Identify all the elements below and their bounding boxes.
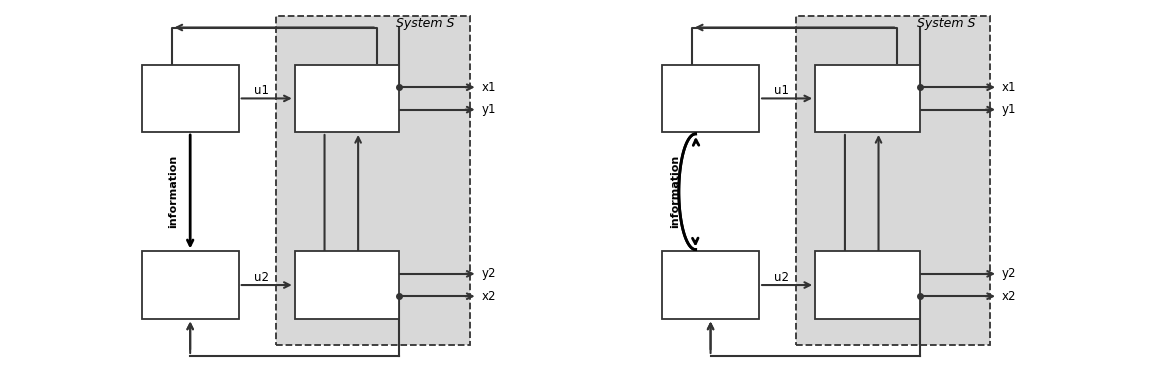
Text: x2: x2 (481, 290, 496, 303)
FancyBboxPatch shape (295, 252, 400, 318)
Text: information: information (168, 155, 179, 228)
Text: S1: S1 (860, 103, 875, 116)
Text: C2: C2 (703, 290, 718, 303)
Text: C1: C1 (703, 103, 718, 116)
Text: System S: System S (917, 17, 975, 30)
Text: u2: u2 (774, 271, 789, 284)
Text: controller: controller (162, 271, 218, 284)
Text: controller: controller (162, 85, 218, 97)
FancyBboxPatch shape (142, 252, 238, 318)
Text: C1: C1 (182, 103, 198, 116)
Text: y1: y1 (481, 103, 496, 116)
Text: subsystem: subsystem (315, 85, 379, 97)
Text: information: information (670, 155, 680, 228)
FancyBboxPatch shape (796, 16, 990, 345)
Text: u1: u1 (774, 85, 789, 97)
Text: x2: x2 (1002, 290, 1017, 303)
Text: u2: u2 (253, 271, 268, 284)
Text: u1: u1 (253, 85, 268, 97)
Text: S2: S2 (860, 290, 875, 303)
FancyBboxPatch shape (662, 65, 759, 132)
Text: y2: y2 (481, 267, 496, 280)
Text: x1: x1 (1002, 81, 1017, 94)
Text: C2: C2 (182, 290, 198, 303)
Text: x1: x1 (481, 81, 496, 94)
Text: subsystem: subsystem (835, 85, 899, 97)
Text: y1: y1 (1002, 103, 1017, 116)
FancyBboxPatch shape (142, 65, 238, 132)
Text: controller: controller (682, 85, 739, 97)
Text: S1: S1 (339, 103, 354, 116)
Text: controller: controller (682, 271, 739, 284)
Text: subsystem: subsystem (315, 271, 379, 284)
FancyBboxPatch shape (815, 65, 919, 132)
FancyBboxPatch shape (295, 65, 400, 132)
FancyBboxPatch shape (662, 252, 759, 318)
Text: y2: y2 (1002, 267, 1017, 280)
Text: S2: S2 (339, 290, 354, 303)
Text: subsystem: subsystem (835, 271, 899, 284)
FancyBboxPatch shape (277, 16, 471, 345)
FancyBboxPatch shape (815, 252, 919, 318)
Text: System S: System S (396, 17, 454, 30)
